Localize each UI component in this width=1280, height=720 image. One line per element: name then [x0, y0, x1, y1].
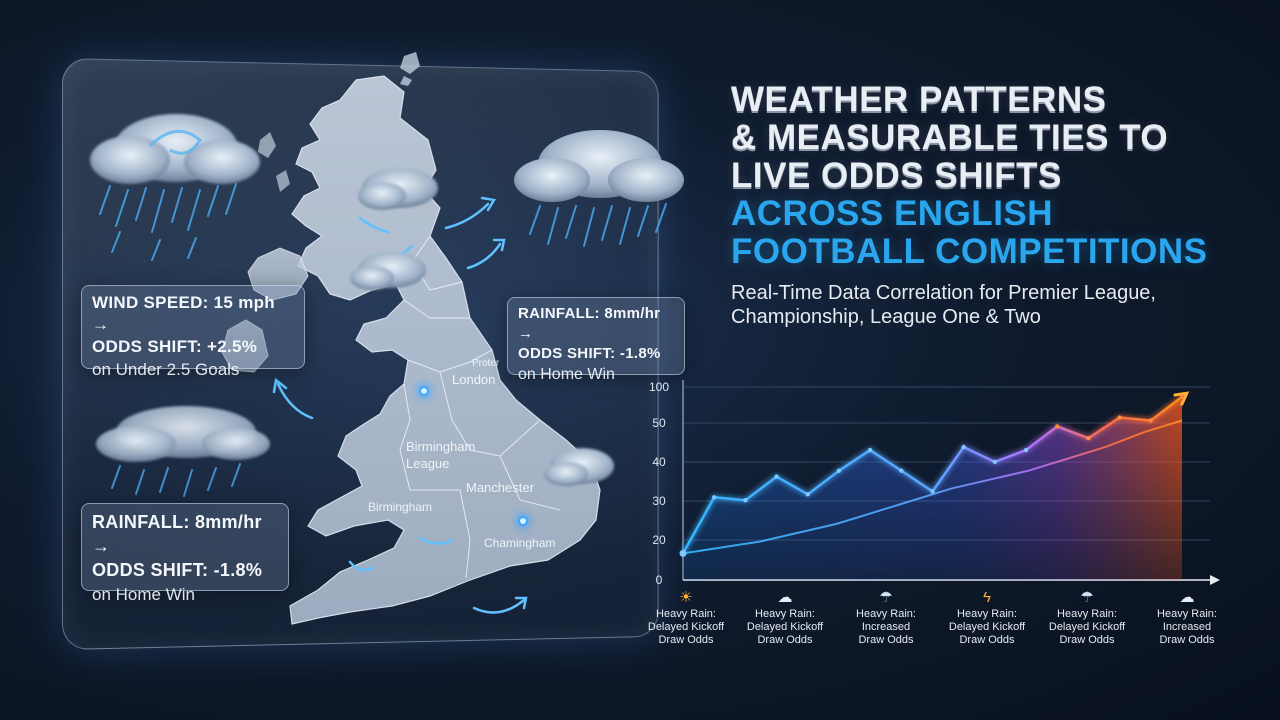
lightning-icon: ϟ: [937, 588, 1037, 608]
y-tick-label: 50: [652, 416, 666, 430]
weather-condition-label: Heavy Rain: Increased Draw Odds: [836, 608, 936, 647]
y-tick-label: 30: [652, 494, 666, 508]
wind-arrow-icon: [278, 384, 312, 418]
rain-cloud-icon: ☂: [836, 588, 936, 608]
data-point: [899, 469, 903, 473]
wind-market-text: on Under 2.5 Goals: [92, 358, 294, 382]
rainfall-text: RAINFALL: 8mm/hr →: [518, 304, 674, 344]
map-label-birmingham: Birmingham: [368, 500, 432, 514]
cloud-icon: ☁: [1137, 588, 1237, 608]
weather-condition-item: ☂ Heavy Rain: Delayed Kickoff Draw Odds: [1037, 588, 1137, 647]
city-marker-south: [514, 512, 532, 530]
title-line-5: FOOTBALL COMPETITIONS: [731, 233, 1251, 271]
x-axis-arrowhead-icon: [1210, 575, 1220, 585]
data-point: [1149, 418, 1153, 422]
storm-cloud-topleft-icon: [90, 114, 260, 260]
map-label-manchester: Manchester: [466, 480, 534, 495]
map-label-london: London: [452, 372, 495, 387]
data-point: [930, 489, 934, 493]
subtitle: Real-Time Data Correlation for Premier L…: [731, 281, 1181, 329]
data-point: [1180, 395, 1184, 399]
page-title: WEATHER PATTERNS & MEASURABLE TIES TO LI…: [731, 81, 1251, 271]
title-line-1: WEATHER PATTERNS: [731, 81, 1251, 119]
data-point: [1024, 448, 1028, 452]
weather-condition-item: ☀ Heavy Rain: Delayed Kickoff Draw Odds: [636, 588, 736, 647]
data-point: [806, 492, 810, 496]
data-point: [680, 550, 687, 557]
map-label-proter: Proter: [472, 358, 499, 369]
data-point: [774, 474, 778, 478]
weather-condition-item: ϟ Heavy Rain: Delayed Kickoff Draw Odds: [937, 588, 1037, 647]
storm-cloud-right-icon: [500, 110, 700, 260]
wind-arrow-icon: [474, 600, 524, 613]
data-point: [1117, 415, 1121, 419]
rainfall-odds-card-left: RAINFALL: 8mm/hr → ODDS SHIFT: -1.8% on …: [81, 503, 289, 591]
chart-y-tick-labels: 0 20 30 40 50 100: [649, 380, 669, 587]
weather-condition-label: Heavy Rain: Delayed Kickoff Draw Odds: [937, 608, 1037, 647]
title-line-4: ACROSS ENGLISH: [731, 195, 1251, 233]
wind-arrow-icon: [446, 204, 488, 228]
rainfall-odds-shift-text: ODDS SHIFT: -1.8%: [92, 558, 278, 582]
map-label-birmingham-league: Birmingham League: [406, 438, 475, 472]
rainfall-market-text: on Home Win: [92, 582, 278, 608]
data-point: [961, 445, 965, 449]
weather-condition-label: Heavy Rain: Delayed Kickoff Draw Odds: [735, 608, 835, 647]
rainfall-odds-shift-text: ODDS SHIFT: -1.8%: [518, 344, 674, 364]
weather-condition-item: ☁ Heavy Rain: Delayed Kickoff Draw Odds: [735, 588, 835, 647]
data-point: [743, 498, 747, 502]
cloud-icon: ☁: [735, 588, 835, 608]
wind-odds-card: WIND SPEED: 15 mph → ODDS SHIFT: +2.5% o…: [81, 285, 305, 369]
title-line-2: & MEASURABLE TIES TO: [731, 119, 1251, 157]
weather-condition-item: ☂ Heavy Rain: Increased Draw Odds: [836, 588, 936, 647]
wind-odds-shift-text: ODDS SHIFT: +2.5%: [92, 336, 294, 358]
data-point: [837, 469, 841, 473]
wind-speed-text: WIND SPEED: 15 mph →: [92, 292, 294, 336]
rainfall-odds-card-right: RAINFALL: 8mm/hr → ODDS SHIFT: -1.8% on …: [507, 297, 685, 375]
data-point: [868, 448, 872, 452]
data-point: [1086, 436, 1090, 440]
weather-condition-item: ☁ Heavy Rain: Increased Draw Odds: [1137, 588, 1237, 647]
map-label-chamingham: Chamingham: [484, 536, 555, 550]
rain-cloud-icon: ☂: [1037, 588, 1137, 608]
rainfall-text: RAINFALL: 8mm/hr →: [92, 510, 278, 558]
y-tick-label: 40: [652, 455, 666, 469]
weather-condition-label: Heavy Rain: Delayed Kickoff Draw Odds: [636, 608, 736, 647]
data-point: [993, 460, 997, 464]
odds-chart: 0 20 30 40 50 100: [620, 370, 1240, 590]
storm-cloud-midleft-icon: [96, 406, 270, 496]
wind-arrow-icon: [468, 244, 500, 268]
city-marker-north: [415, 382, 433, 400]
title-line-3: LIVE ODDS SHIFTS: [731, 157, 1251, 195]
y-tick-label: 20: [652, 533, 666, 547]
weather-condition-label: Heavy Rain: Increased Draw Odds: [1137, 608, 1237, 647]
weather-condition-label: Heavy Rain: Delayed Kickoff Draw Odds: [1037, 608, 1137, 647]
y-tick-label: 100: [649, 380, 669, 394]
data-point: [712, 495, 716, 499]
sun-icon: ☀: [636, 588, 736, 608]
data-point: [1055, 424, 1059, 428]
y-tick-label: 0: [656, 573, 663, 587]
